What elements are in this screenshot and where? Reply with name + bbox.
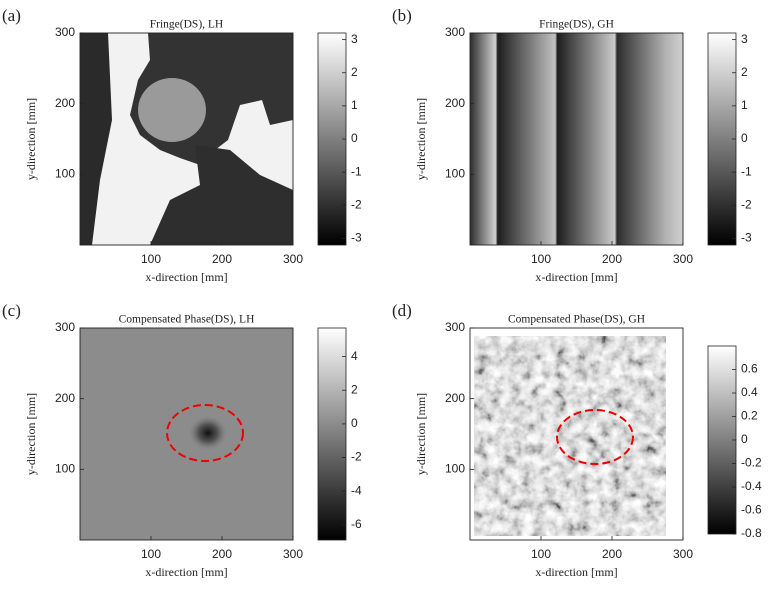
x-axis-label: x-direction [mm] — [535, 565, 617, 579]
colorbar-tick-label: 0 — [741, 432, 748, 446]
colorbar-tick-label: 0 — [351, 131, 358, 145]
axes-frame — [79, 327, 294, 541]
colorbar-tick-label: -1 — [741, 164, 752, 178]
x-tick-label: 300 — [673, 547, 693, 561]
y-tick-label: 300 — [445, 25, 465, 39]
colorbar-tick-label: 4 — [351, 349, 358, 363]
colorbar-tick-label: 3 — [741, 32, 748, 46]
colorbar-tick-label: -3 — [351, 231, 362, 245]
chart-title: Compensated Phase(DS), GH — [508, 314, 645, 326]
x-tick-label: 300 — [283, 547, 303, 561]
colorbar — [707, 32, 737, 246]
y-tick-label: 100 — [445, 462, 465, 476]
panel-label: (c) — [2, 301, 21, 320]
colorbar-tick-label: 2 — [351, 382, 358, 396]
axes-frame — [469, 32, 684, 246]
y-tick-label: 200 — [445, 391, 465, 405]
chart-title: Compensated Phase(DS), LH — [119, 314, 255, 326]
y-tick-label: 100 — [445, 167, 465, 181]
colorbar-tick-label: 0 — [741, 131, 748, 145]
colorbar — [707, 345, 737, 535]
colorbar-tick-label: 0.2 — [741, 409, 758, 423]
colorbar-tick-label: -2 — [351, 197, 362, 211]
panel-label: (a) — [2, 6, 21, 25]
x-tick-label: 100 — [531, 252, 551, 266]
colorbar-tick-label: -0.8 — [741, 526, 762, 540]
colorbar-tick-label: -1 — [351, 164, 362, 178]
colorbar-tick-label: -0.2 — [741, 456, 762, 470]
image-a — [80, 33, 293, 245]
colorbar-tick-label: -2 — [741, 197, 752, 211]
colorbar-tick-label: -0.4 — [741, 479, 762, 493]
y-axis-label: y-direction [mm] — [24, 393, 38, 475]
colorbar-tick-label: -0.6 — [741, 503, 762, 517]
axes-frame — [469, 327, 684, 541]
chart-title: Fringe(DS), LH — [150, 19, 223, 31]
y-axis-label: y-direction [mm] — [24, 98, 38, 180]
y-tick-label: 100 — [55, 167, 75, 181]
image-d — [470, 328, 683, 540]
colorbar-tick-label: 2 — [351, 65, 358, 79]
colorbar-tick-label: -2 — [351, 450, 362, 464]
x-tick-label: 100 — [141, 252, 161, 266]
y-tick-label: 200 — [445, 96, 465, 110]
y-tick-label: 200 — [55, 391, 75, 405]
x-axis-label: x-direction [mm] — [145, 270, 227, 284]
colorbar-tick-label: 1 — [741, 98, 748, 112]
colorbar-tick-label: 2 — [741, 65, 748, 79]
x-axis-label: x-direction [mm] — [535, 270, 617, 284]
x-tick-label: 200 — [212, 547, 232, 561]
x-tick-label: 100 — [141, 547, 161, 561]
colorbar-tick-label: 0.6 — [741, 362, 758, 376]
y-tick-label: 300 — [55, 25, 75, 39]
image-c — [80, 328, 293, 540]
colorbar-tick-label: 1 — [351, 98, 358, 112]
y-tick-label: 300 — [55, 320, 75, 334]
axes-frame — [79, 32, 294, 246]
x-tick-label: 100 — [531, 547, 551, 561]
x-tick-label: 300 — [283, 252, 303, 266]
y-tick-label: 300 — [445, 320, 465, 334]
panel-label: (b) — [392, 6, 412, 25]
colorbar-tick-label: -6 — [351, 517, 362, 531]
chart-title: Fringe(DS), GH — [539, 19, 614, 31]
y-axis-label: y-direction [mm] — [414, 98, 428, 180]
x-tick-label: 200 — [602, 252, 622, 266]
x-tick-label: 300 — [673, 252, 693, 266]
panel-label: (d) — [392, 301, 412, 320]
colorbar — [317, 327, 347, 541]
y-tick-label: 100 — [55, 462, 75, 476]
x-tick-label: 200 — [212, 252, 232, 266]
x-axis-label: x-direction [mm] — [145, 565, 227, 579]
y-axis-label: y-direction [mm] — [414, 393, 428, 475]
colorbar-tick-label: -3 — [741, 231, 752, 245]
y-tick-label: 200 — [55, 96, 75, 110]
colorbar-tick-label: -4 — [351, 483, 362, 497]
colorbar-tick-label: 0 — [351, 416, 358, 430]
image-b — [470, 33, 683, 245]
colorbar-tick-label: 0.4 — [741, 385, 758, 399]
x-tick-label: 200 — [602, 547, 622, 561]
colorbar — [317, 32, 347, 246]
colorbar-tick-label: 3 — [351, 32, 358, 46]
